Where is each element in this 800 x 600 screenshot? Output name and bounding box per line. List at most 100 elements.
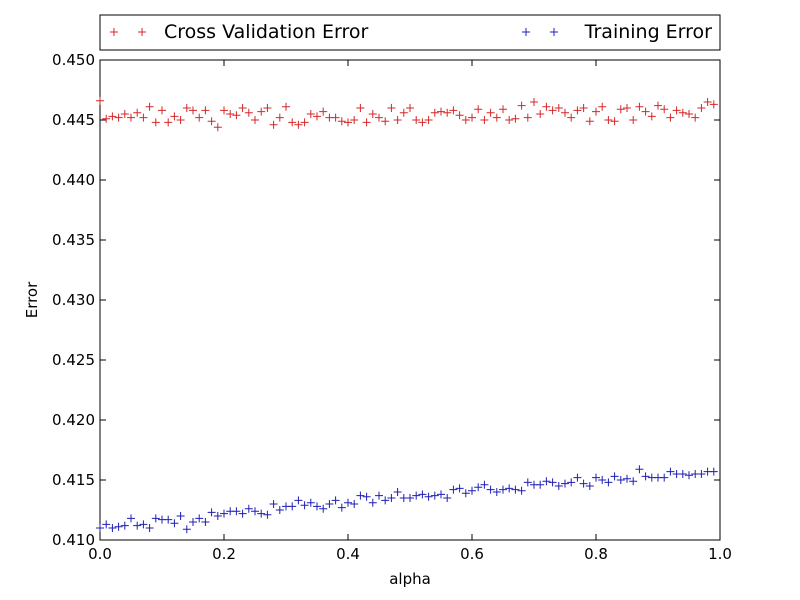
data-point [139,113,148,122]
data-point [685,471,693,480]
data-point [554,104,563,112]
data-point [418,118,427,127]
data-point [399,108,408,117]
y-tick-label: 0.450 [52,51,95,69]
data-point [288,118,297,127]
data-point [430,108,439,117]
data-point [468,113,476,122]
data-point [133,521,142,530]
data-point [629,477,638,486]
data-point [189,518,197,526]
data-point [114,113,123,122]
data-point [567,478,576,487]
data-point [610,117,619,126]
data-point [220,106,228,115]
data-point [623,104,631,112]
data-point [381,117,390,126]
y-tick-label: 0.440 [52,171,95,189]
data-point [480,480,489,489]
data-point [151,118,160,127]
data-point [647,112,656,121]
x-tick-label: 0.4 [336,545,360,563]
data-point [511,485,520,494]
data-point [269,120,278,129]
data-point [424,492,433,501]
data-point [362,118,371,127]
y-tick-label: 0.430 [52,291,95,309]
data-point [282,102,290,111]
data-point [375,113,383,122]
data-point [189,106,197,115]
data-point [474,105,483,114]
data-point [182,525,191,534]
data-point [542,102,551,111]
data-point [579,479,588,488]
y-tick-label: 0.425 [52,351,95,369]
data-point [244,504,253,513]
data-point [127,514,135,523]
x-tick-label: 0.8 [584,545,608,563]
data-point [133,108,142,117]
data-point [598,102,607,111]
data-point [548,106,557,115]
data-point [486,485,495,494]
data-point [443,494,452,502]
data-point [251,116,259,124]
data-point [455,111,464,120]
x-tick-label: 0.6 [460,545,484,563]
data-point [623,474,631,483]
data-point [709,467,718,476]
data-point [561,108,569,117]
data-point [195,113,204,122]
data-point [511,114,520,123]
data-point [678,108,687,117]
data-point [554,482,563,490]
data-point [263,510,272,519]
data-point [306,110,315,118]
data-point [406,104,414,112]
data-point [195,514,204,523]
data-point [176,116,185,124]
data-point [629,116,638,124]
data-point [406,494,414,502]
data-point [145,524,154,532]
data-point [641,107,650,116]
data-point [313,502,321,511]
data-point [182,104,191,112]
series-training-error [96,465,718,534]
data-point [616,476,625,484]
data-point [170,519,179,528]
data-point [393,488,402,496]
data-point [294,496,303,505]
data-point [337,503,346,512]
data-point [275,506,284,514]
data-point [319,107,328,116]
data-point [337,117,346,126]
data-point [523,113,532,122]
data-point [306,498,315,507]
data-point [455,484,464,493]
data-point [381,496,390,505]
data-point [604,478,613,487]
data-point [232,507,241,516]
data-point [319,504,328,513]
data-point [232,111,241,120]
data-point [244,108,253,117]
data-point [449,485,458,494]
data-point [660,105,669,114]
data-point [573,106,582,115]
x-axis-label: alpha [389,570,431,588]
data-point [523,478,532,487]
data-point [585,117,594,126]
data-point [344,498,352,507]
data-point [424,116,433,124]
data-point [499,485,507,494]
data-point [505,116,514,124]
data-point [548,478,557,487]
data-point [294,120,303,129]
y-tick-labels: 0.410 0.415 0.420 0.425 0.430 0.435 0.440 0.445… [52,51,95,549]
data-point [505,484,514,493]
data-point [238,104,247,112]
y-tick-label: 0.415 [52,471,95,489]
legend-marker-cv [110,28,146,36]
